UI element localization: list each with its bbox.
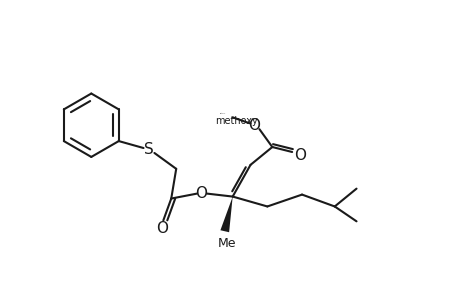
Text: O: O [293, 148, 305, 164]
Text: O: O [195, 186, 207, 201]
Text: methoxy: methoxy [215, 116, 257, 126]
Text: O: O [248, 118, 260, 133]
Polygon shape [220, 196, 232, 232]
Text: methoxy: methoxy [219, 113, 225, 114]
Text: Me: Me [217, 237, 235, 250]
Text: S: S [143, 142, 153, 157]
Text: O: O [156, 221, 168, 236]
